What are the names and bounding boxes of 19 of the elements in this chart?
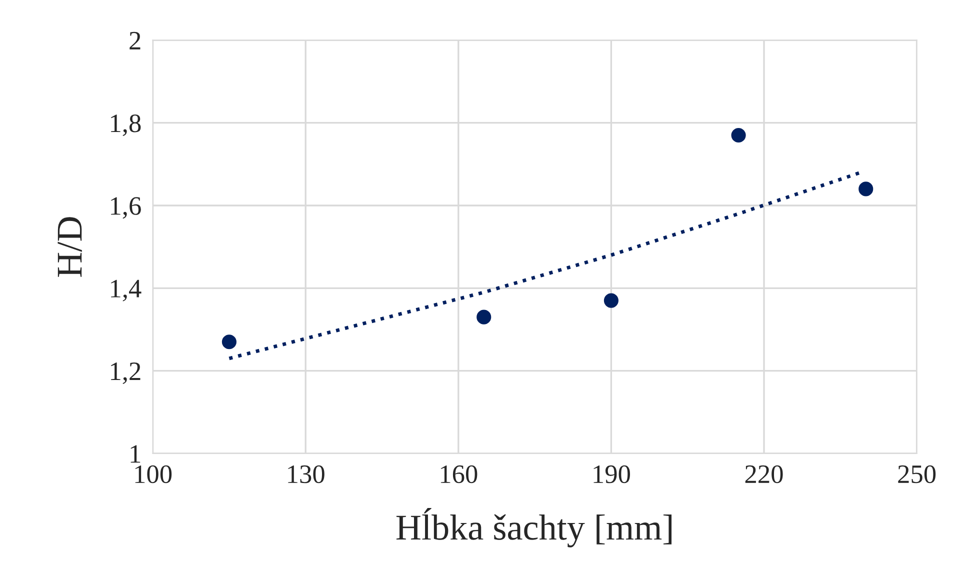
x-tick-label: 130 <box>288 465 324 484</box>
point <box>604 293 618 308</box>
y-tick-label: 2 <box>130 32 140 50</box>
x-tick-label: 160 <box>440 465 478 484</box>
y-axis-title: H/D <box>58 217 82 277</box>
point <box>858 182 874 196</box>
y-tick-label: 1 <box>130 445 140 463</box>
y-tick-label: 1,4 <box>111 280 142 302</box>
x-tick-label: 190 <box>594 465 630 484</box>
y-tick-label: 1,6 <box>111 197 141 219</box>
point <box>731 128 746 143</box>
y-tick-label: 1,8 <box>111 114 141 136</box>
y-tick-label: 1,2 <box>111 362 140 384</box>
point <box>222 334 236 350</box>
point <box>476 310 492 324</box>
x-axis-title: Hĺbka šachty [mm] <box>396 508 672 548</box>
x-tick-label: 100 <box>135 465 172 484</box>
x-tick-label: 220 <box>745 465 783 484</box>
x-tick-label: 250 <box>898 465 936 484</box>
